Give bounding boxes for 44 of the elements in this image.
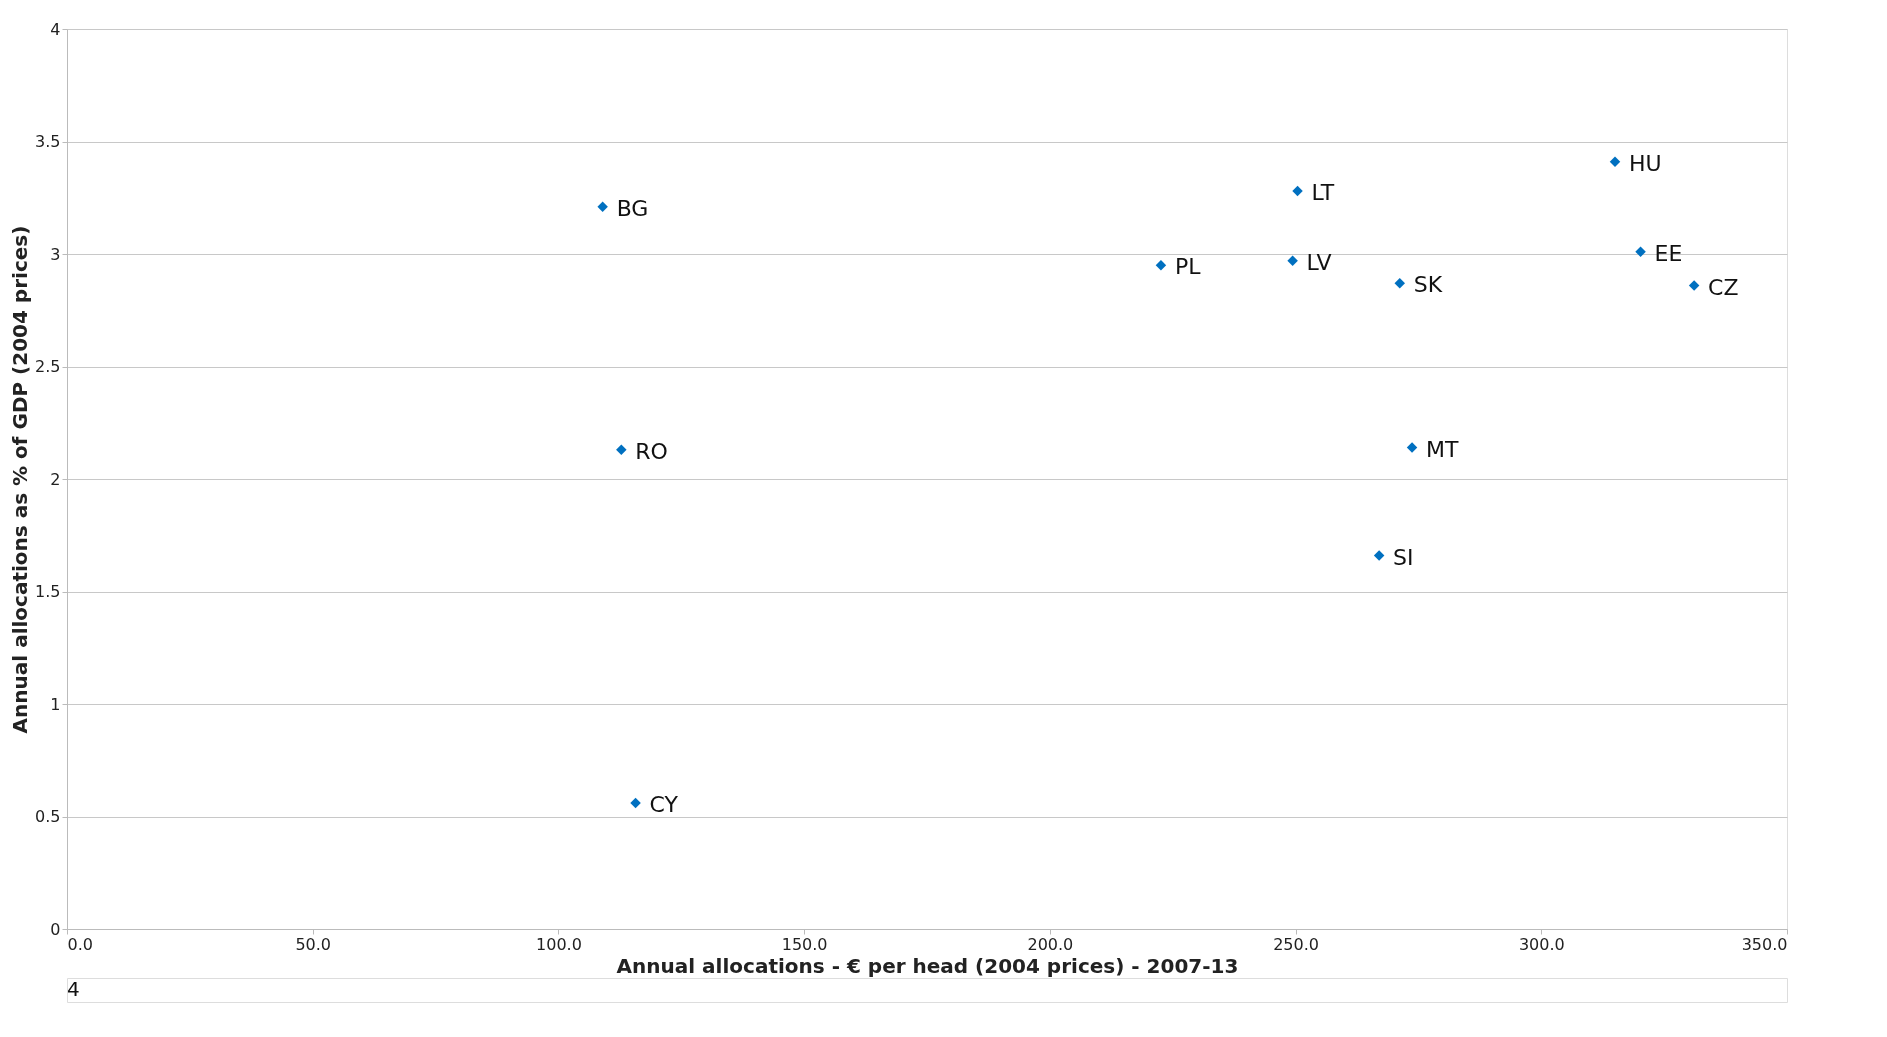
- x-tick-label: 0.0: [67, 934, 93, 954]
- annotation: LT: [1311, 180, 1335, 205]
- annotation: SK: [1413, 272, 1443, 298]
- text: 4: [67, 977, 80, 1001]
- point: [630, 797, 641, 809]
- x-tick-label: 200.0: [1027, 934, 1074, 954]
- x-tick-label: 300.0: [1518, 934, 1565, 954]
- point: [1688, 280, 1700, 291]
- point: [1292, 185, 1303, 197]
- point: [616, 444, 627, 455]
- point: [1635, 246, 1646, 257]
- x-tick-label: 250.0: [1273, 934, 1319, 954]
- annotation: BG: [616, 195, 649, 221]
- annotation: EE: [1654, 240, 1683, 266]
- y-tick-label: 0.5: [35, 807, 61, 826]
- annotation: PL: [1174, 254, 1202, 280]
- x-tick-label: 100.0: [536, 934, 582, 954]
- annotation: CZ: [1708, 274, 1739, 300]
- x-tick-label: 50.0: [295, 934, 332, 954]
- y-tick-label: 1.5: [35, 582, 61, 601]
- annotation: RO: [635, 438, 668, 464]
- x-tick-label: 150.0: [781, 934, 828, 954]
- point: [1406, 442, 1418, 453]
- annotation: SI: [1393, 544, 1414, 570]
- y-tick-label: 3: [50, 244, 61, 264]
- point: [1373, 550, 1385, 561]
- x-axis-title: Annual allocations - € per head (2004 prices) - 2007-13: [616, 953, 1239, 978]
- point: [1287, 255, 1298, 266]
- x-tick-label: 350.0: [1741, 934, 1788, 954]
- y-axis-title: Annual allocations as % of GDP (2004 prices): [8, 225, 33, 734]
- y-tick-label: 0: [50, 919, 61, 939]
- point: [597, 201, 608, 212]
- y-tick-label: 3.5: [35, 132, 61, 151]
- annotation: MT: [1426, 436, 1460, 462]
- annotation: CY: [649, 792, 679, 817]
- annotation: HU: [1629, 150, 1662, 176]
- y-tick-label: 4: [50, 19, 61, 39]
- point: [1609, 156, 1621, 167]
- point: [1394, 278, 1405, 289]
- y-tick-label: 2.5: [35, 357, 61, 376]
- point: [1155, 260, 1167, 271]
- y-tick-label: 2: [50, 469, 61, 489]
- y-tick-label: 1: [50, 694, 61, 714]
- annotation: LV: [1306, 249, 1332, 275]
